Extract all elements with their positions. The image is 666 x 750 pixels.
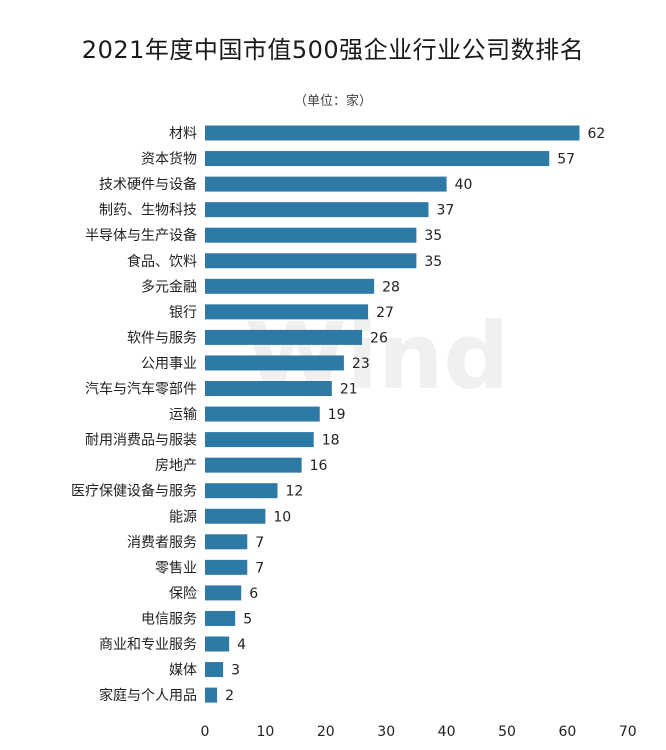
bar bbox=[205, 610, 236, 626]
bar bbox=[205, 329, 363, 345]
category-label: 商业和专业服务 bbox=[99, 637, 197, 653]
bar bbox=[205, 483, 278, 499]
bar bbox=[205, 381, 332, 396]
value-label: 37 bbox=[436, 203, 454, 219]
x-tick-label: 40 bbox=[438, 724, 456, 740]
category-label: 耐用消费品与服装 bbox=[85, 433, 197, 449]
bar bbox=[205, 176, 447, 192]
bar bbox=[205, 253, 417, 269]
bar bbox=[205, 457, 302, 473]
bar bbox=[205, 534, 248, 550]
bar bbox=[205, 585, 242, 601]
value-label: 62 bbox=[587, 126, 605, 142]
bar bbox=[205, 151, 550, 167]
category-label: 能源 bbox=[169, 509, 197, 525]
value-label: 6 bbox=[249, 586, 258, 602]
value-label: 35 bbox=[424, 254, 442, 270]
category-label: 银行 bbox=[169, 305, 197, 321]
bar bbox=[205, 559, 248, 575]
category-label: 资本货物 bbox=[141, 151, 197, 168]
category-label: 消费者服务 bbox=[127, 535, 197, 551]
category-label: 房地产 bbox=[155, 458, 197, 474]
bar bbox=[205, 432, 314, 448]
bar bbox=[205, 662, 224, 678]
category-label: 家庭与个人用品 bbox=[99, 687, 197, 704]
x-tick-label: 10 bbox=[256, 724, 274, 740]
bar bbox=[205, 304, 369, 320]
value-label: 40 bbox=[455, 177, 473, 193]
bar bbox=[205, 355, 344, 371]
value-label: 23 bbox=[352, 356, 370, 372]
x-tick-label: 70 bbox=[619, 724, 637, 740]
value-label: 57 bbox=[557, 152, 575, 168]
value-label: 21 bbox=[340, 382, 358, 398]
category-label: 技术硬件与设备 bbox=[99, 176, 197, 193]
value-label: 2 bbox=[225, 688, 234, 704]
category-label: 制药、生物科技 bbox=[99, 203, 197, 219]
value-label: 28 bbox=[382, 279, 400, 295]
bar bbox=[205, 227, 417, 243]
category-label: 汽车与汽车零部件 bbox=[85, 381, 197, 398]
bar bbox=[205, 202, 429, 218]
value-label: 18 bbox=[322, 433, 340, 449]
x-tick-label: 0 bbox=[201, 724, 210, 740]
bar bbox=[205, 125, 580, 141]
category-label: 零售业 bbox=[155, 560, 197, 576]
category-label: 保险 bbox=[169, 586, 197, 602]
value-label: 35 bbox=[424, 228, 442, 244]
value-label: 26 bbox=[370, 330, 388, 346]
category-label: 运输 bbox=[169, 407, 197, 423]
value-label: 4 bbox=[237, 637, 246, 653]
value-label: 19 bbox=[328, 407, 346, 423]
category-label: 电信服务 bbox=[141, 611, 197, 627]
x-tick-label: 60 bbox=[558, 724, 576, 740]
category-label: 材料 bbox=[169, 126, 197, 142]
value-label: 3 bbox=[231, 663, 240, 679]
chart-title: 2021年度中国市值500强企业行业公司数排名 bbox=[81, 36, 585, 64]
value-label: 27 bbox=[376, 305, 394, 321]
value-label: 12 bbox=[285, 484, 303, 500]
bar bbox=[205, 278, 375, 294]
value-label: 16 bbox=[310, 458, 328, 474]
category-label: 多元金融 bbox=[141, 278, 197, 295]
x-tick-label: 30 bbox=[377, 724, 395, 740]
chart-subtitle: （单位：家） bbox=[293, 94, 372, 109]
value-label: 7 bbox=[255, 535, 264, 551]
bar bbox=[205, 406, 320, 422]
category-label: 软件与服务 bbox=[127, 330, 197, 346]
bar bbox=[205, 508, 266, 524]
category-label: 医疗保健设备与服务 bbox=[71, 483, 197, 500]
bar bbox=[205, 687, 218, 703]
x-axis: 0 10 20 30 40 50 60 70 bbox=[201, 724, 637, 740]
x-tick-label: 20 bbox=[317, 724, 335, 740]
category-label: 公用事业 bbox=[141, 356, 197, 372]
bar bbox=[205, 636, 230, 652]
category-label: 半导体与生产设备 bbox=[85, 227, 197, 244]
value-label: 10 bbox=[273, 509, 291, 525]
category-label: 媒体 bbox=[169, 663, 197, 679]
category-label: 食品、饮料 bbox=[127, 253, 197, 270]
value-label: 7 bbox=[255, 560, 264, 576]
value-label: 5 bbox=[243, 611, 252, 627]
x-tick-label: 50 bbox=[498, 724, 516, 740]
